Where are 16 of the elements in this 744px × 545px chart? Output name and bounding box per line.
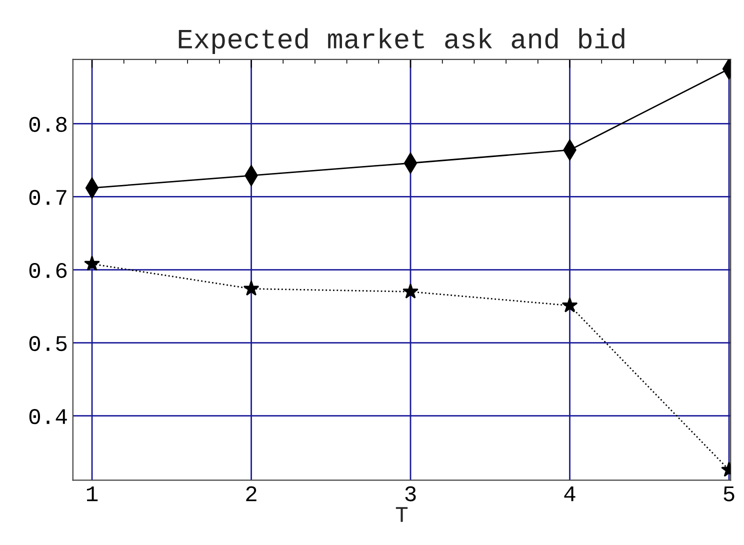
x-tick-label: 3 xyxy=(405,486,416,502)
y-tick-label: 0.7 xyxy=(29,190,66,205)
point xyxy=(562,297,578,312)
point xyxy=(243,280,260,296)
y-tick-label: 0.4 xyxy=(29,409,67,424)
chart-title: Expected market ask and bid xyxy=(178,28,624,54)
x-tick-label: 1 xyxy=(86,486,98,502)
x-tick-label: 4 xyxy=(564,486,576,502)
x-tick-label: 2 xyxy=(246,486,256,502)
y-tick-label: 0.8 xyxy=(29,116,67,132)
y-tick-label: 0.6 xyxy=(29,262,67,278)
point xyxy=(84,256,100,271)
x-axis-title: T xyxy=(396,507,408,522)
y-tick-label: 0.5 xyxy=(29,336,67,352)
point xyxy=(402,283,418,299)
x-tick-label: 5 xyxy=(724,486,734,502)
